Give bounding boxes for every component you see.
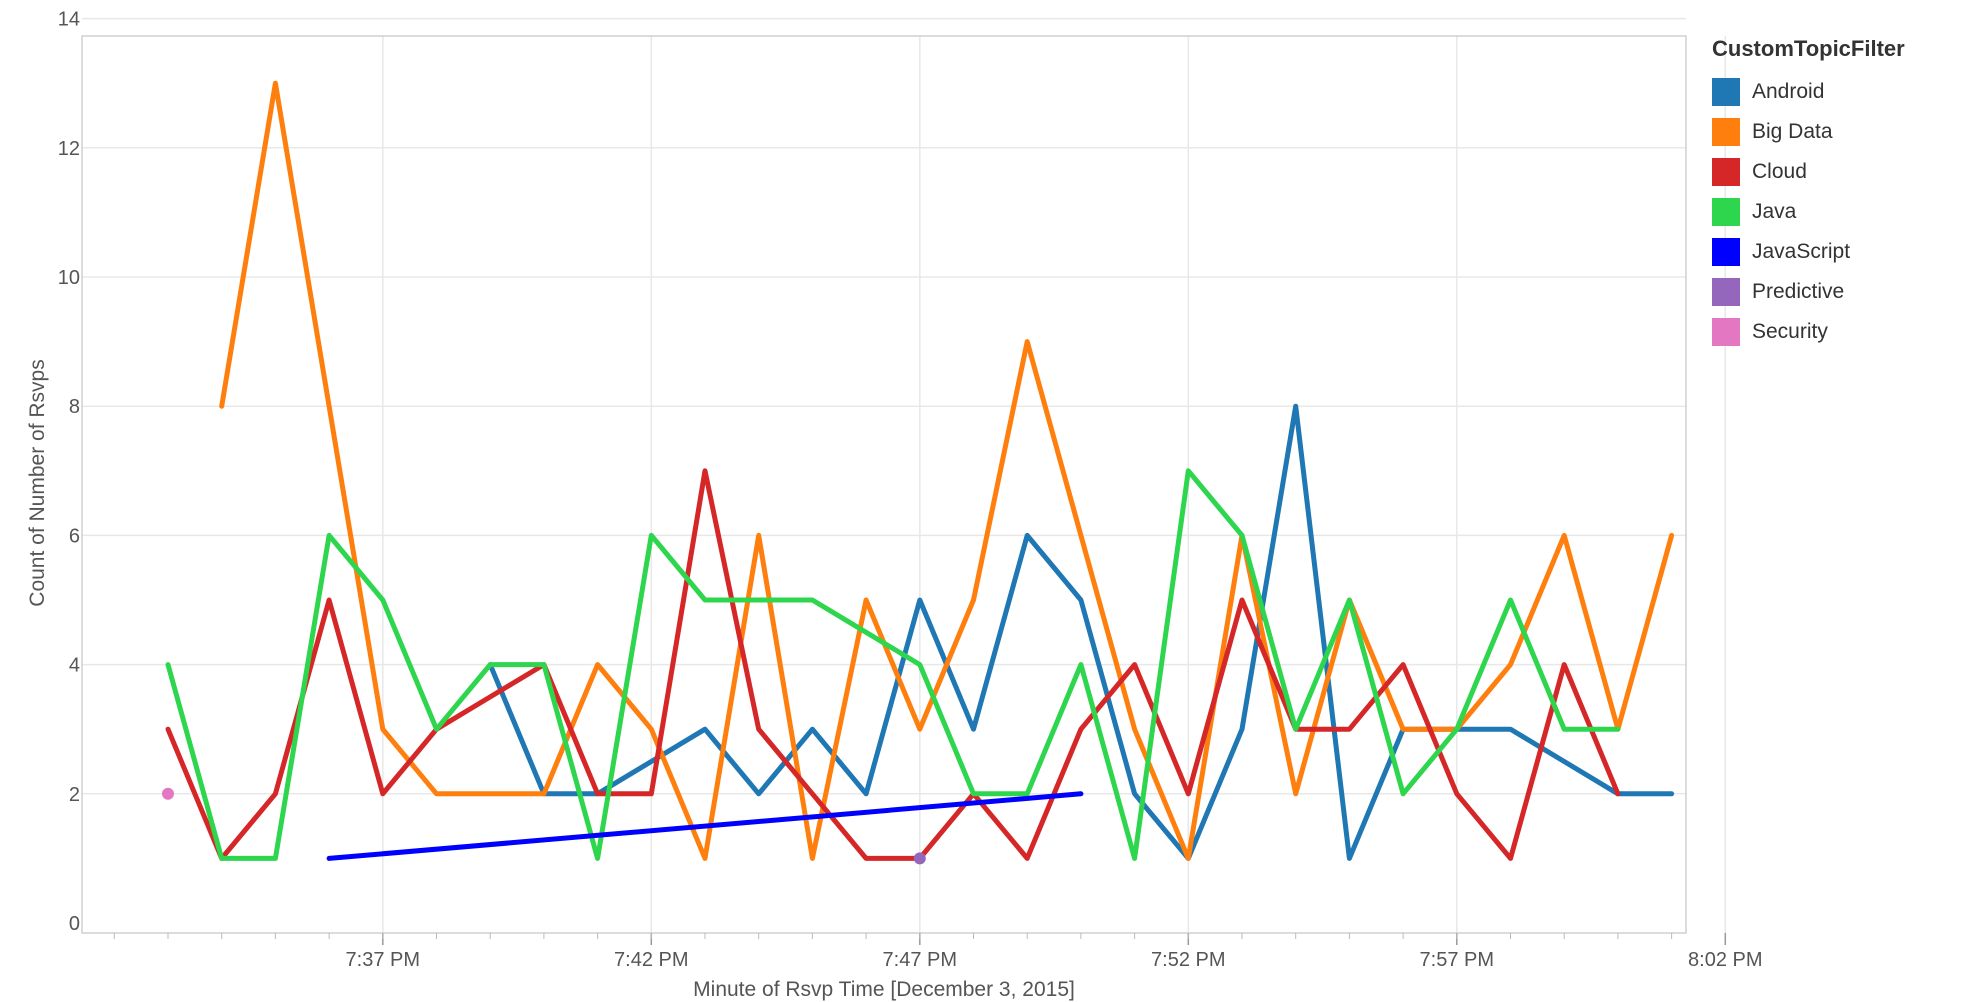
- y-tick-label: 6: [69, 525, 80, 547]
- legend-label: Predictive: [1752, 280, 1845, 303]
- y-axis-title: Count of Number of Rsvps: [26, 359, 49, 606]
- y-tick-label: 0: [69, 913, 80, 935]
- x-axis-ticks: 7:37 PM 7:42 PM 7:47 PM 7:52 PM 7:57 PM 8:02 …: [113, 933, 1763, 971]
- legend-item-big-data[interactable]: Big Data: [1712, 112, 1972, 152]
- legend-title: CustomTopicFilter: [1712, 36, 1905, 61]
- legend-label: Java: [1752, 200, 1797, 223]
- legend-swatch: [1712, 238, 1740, 266]
- series-line-android: [487, 403, 1675, 861]
- x-axis-title: Minute of Rsvp Time [December 3, 2015]: [693, 978, 1075, 1001]
- series-line-java: [165, 468, 1621, 861]
- y-tick-label: 14: [58, 9, 80, 31]
- legend-item-java[interactable]: Java: [1712, 192, 1972, 232]
- legend-swatch: [1712, 78, 1740, 106]
- legend-items: Android Big Data Cloud Java JavaScript Predic…: [1712, 72, 1972, 352]
- legend-swatch: [1712, 318, 1740, 346]
- series-line-big-data: [219, 80, 1675, 861]
- legend-item-predictive[interactable]: Predictive: [1712, 272, 1972, 312]
- plot-frame: [81, 35, 1687, 934]
- legend-swatch: [1712, 158, 1740, 186]
- series-point-predictive: [913, 852, 926, 865]
- x-tick-label: 7:42 PM: [614, 949, 688, 971]
- x-tick-label: 7:52 PM: [1151, 949, 1225, 971]
- y-tick-label: 12: [58, 138, 80, 160]
- legend-label: JavaScript: [1752, 240, 1851, 263]
- x-tick-label: 7:47 PM: [883, 949, 957, 971]
- legend-label: Big Data: [1752, 120, 1833, 143]
- y-tick-label: 2: [69, 784, 80, 806]
- legend-item-javascript[interactable]: JavaScript: [1712, 232, 1972, 272]
- legend-swatch: [1712, 278, 1740, 306]
- legend-label: Security: [1752, 320, 1828, 343]
- legend-item-android[interactable]: Android: [1712, 72, 1972, 112]
- legend-label: Cloud: [1752, 160, 1807, 183]
- y-tick-label: 10: [58, 267, 80, 289]
- y-tick-label: 4: [69, 655, 80, 677]
- gridlines: [82, 17, 1727, 933]
- series-line-javascript: [326, 791, 1084, 861]
- legend-swatch: [1712, 198, 1740, 226]
- legend-item-security[interactable]: Security: [1712, 312, 1972, 352]
- y-tick-label: 8: [69, 396, 80, 418]
- y-axis-ticks: 0 2 4 6 8 10 12 14: [58, 9, 80, 935]
- x-tick-label: 7:57 PM: [1420, 949, 1494, 971]
- series-lines: [162, 80, 1675, 865]
- legend-item-cloud[interactable]: Cloud: [1712, 152, 1972, 192]
- legend-swatch: [1712, 118, 1740, 146]
- legend: CustomTopicFilter Android Big Data Cloud Ja…: [1712, 36, 1972, 352]
- x-tick-label: 7:37 PM: [346, 949, 420, 971]
- series-point-security: [162, 787, 174, 800]
- legend-label: Android: [1752, 80, 1825, 103]
- x-tick-label: 8:02 PM: [1688, 949, 1762, 971]
